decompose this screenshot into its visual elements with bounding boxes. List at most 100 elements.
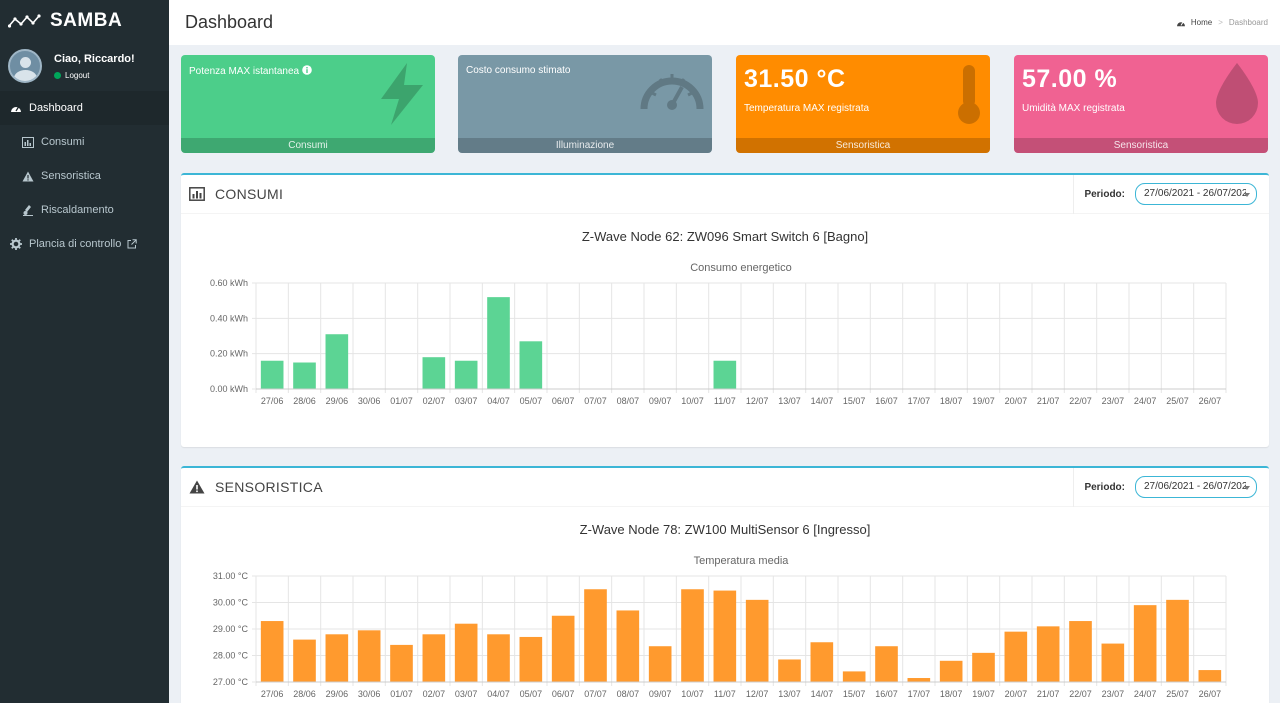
sidebar-item-sensoristica[interactable]: Sensoristica (0, 159, 169, 193)
x-tick-label: 09/07 (649, 689, 672, 699)
period-select[interactable]: 27/06/2021 - 26/07/2021 (1135, 183, 1257, 205)
x-tick-label: 29/06 (326, 396, 349, 406)
chart-bar (260, 621, 284, 682)
chart-bar (551, 615, 575, 682)
bar-chart-icon (22, 136, 34, 148)
x-tick-label: 10/07 (681, 396, 704, 406)
x-tick-label: 20/07 (1005, 689, 1028, 699)
box-footer-link[interactable]: Consumi (181, 138, 435, 153)
chart-bar (778, 659, 801, 682)
thermometer-icon (958, 65, 980, 124)
chart-bar (1069, 621, 1092, 682)
period-select[interactable]: 27/06/2021 - 26/07/2021 (1135, 476, 1257, 498)
x-tick-label: 02/07 (423, 396, 446, 406)
chart-bar (972, 652, 995, 682)
period-label: Periodo: (1084, 481, 1125, 493)
lightning-icon (381, 63, 423, 125)
x-tick-label: 16/07 (875, 689, 898, 699)
x-tick-label: 07/07 (584, 689, 607, 699)
sidebar-menu: Dashboard Consumi Sensoristica Riscaldam… (0, 91, 169, 261)
sidebar-item-label: Riscaldamento (41, 204, 114, 216)
x-tick-label: 10/07 (681, 689, 704, 699)
x-tick-label: 26/07 (1199, 689, 1222, 699)
chart-bar (842, 671, 866, 682)
y-tick-label: 27.00 °C (213, 677, 249, 687)
drop-icon (1216, 63, 1258, 124)
sidebar-item-consumi[interactable]: Consumi (0, 125, 169, 159)
x-tick-label: 19/07 (972, 396, 995, 406)
dashboard-icon (1176, 21, 1185, 26)
chart-bar (325, 334, 349, 389)
external-link-icon (127, 239, 138, 249)
x-tick-label: 01/07 (390, 689, 413, 699)
chart-bar (584, 589, 607, 682)
x-tick-label: 26/07 (1199, 396, 1222, 406)
x-tick-label: 25/07 (1166, 689, 1189, 699)
chart-title: Consumo energetico (690, 262, 792, 274)
x-tick-label: 08/07 (617, 689, 640, 699)
box-value: 31.50 °C (744, 65, 846, 93)
y-tick-label: 31.00 °C (213, 571, 249, 581)
breadcrumb-separator: > (1218, 18, 1223, 27)
box-footer-link[interactable]: Illuminazione (458, 138, 712, 153)
page-title: Dashboard (185, 12, 274, 32)
panel-title: SENSORISTICA (189, 479, 323, 495)
y-tick-label: 30.00 °C (213, 598, 249, 608)
box-umidita: 57.00 % Umidità MAX registrata Sensorist… (1014, 55, 1268, 153)
x-tick-label: 15/07 (843, 396, 866, 406)
period-filter: Periodo: 27/06/2021 - 26/07/2021 (1073, 175, 1257, 214)
sidebar-item-label: Plancia di controllo (29, 238, 122, 250)
x-tick-label: 28/06 (293, 689, 316, 699)
x-tick-label: 02/07 (423, 689, 446, 699)
sidebar-item-plancia[interactable]: Plancia di controllo (0, 227, 169, 261)
period-label: Periodo: (1084, 188, 1125, 200)
x-tick-label: 20/07 (1005, 396, 1028, 406)
x-tick-label: 29/06 (326, 689, 349, 699)
x-tick-label: 27/06 (261, 689, 284, 699)
sidebar: SAMBA Ciao, Riccardo! Logout Dashboard C… (0, 0, 169, 703)
x-tick-label: 16/07 (875, 396, 898, 406)
chevron-down-icon (1244, 486, 1250, 490)
info-icon[interactable] (302, 65, 312, 75)
breadcrumb-home[interactable]: Home (1190, 18, 1213, 27)
speedometer-icon (640, 74, 704, 110)
x-tick-label: 08/07 (617, 396, 640, 406)
chart-bar (648, 646, 672, 682)
box-label: Potenza MAX istantanea (189, 65, 427, 77)
x-tick-label: 07/07 (584, 396, 607, 406)
x-tick-label: 05/07 (520, 689, 543, 699)
box-footer-link[interactable]: Sensoristica (1014, 138, 1268, 153)
x-tick-label: 09/07 (649, 396, 672, 406)
x-tick-label: 03/07 (455, 689, 478, 699)
thermometer-icon (22, 204, 34, 216)
box-footer-link[interactable]: Sensoristica (736, 138, 990, 153)
chart-bar (519, 636, 543, 682)
chart-bar (875, 646, 898, 682)
bar-chart-icon (189, 187, 205, 201)
device-title: Z-Wave Node 78: ZW100 MultiSensor 6 [Ing… (579, 522, 871, 537)
box-value: 57.00 % (1022, 65, 1118, 93)
logo-icon (8, 14, 41, 28)
x-tick-label: 19/07 (972, 689, 995, 699)
x-tick-label: 22/07 (1069, 689, 1092, 699)
logout-link[interactable]: Logout (54, 71, 135, 80)
sidebar-item-label: Dashboard (29, 102, 83, 114)
chart-bar (454, 623, 478, 682)
box-potenza: Potenza MAX istantanea Consumi (181, 55, 435, 153)
warning-icon (22, 170, 34, 182)
sidebar-item-dashboard[interactable]: Dashboard (0, 91, 169, 125)
x-tick-label: 04/07 (487, 689, 510, 699)
x-tick-label: 06/07 (552, 689, 575, 699)
x-tick-label: 18/07 (940, 689, 963, 699)
device-title: Z-Wave Node 62: ZW096 Smart Switch 6 [Ba… (581, 229, 869, 244)
y-tick-label: 29.00 °C (213, 624, 249, 634)
sidebar-item-riscaldamento[interactable]: Riscaldamento (0, 193, 169, 227)
chart-bar (293, 639, 316, 682)
consumi-panel: CONSUMI Periodo: 27/06/2021 - 26/07/2021… (181, 173, 1269, 447)
x-tick-label: 04/07 (487, 396, 510, 406)
x-tick-label: 14/07 (811, 396, 834, 406)
x-tick-label: 05/07 (520, 396, 543, 406)
app-logo[interactable]: SAMBA (0, 0, 169, 42)
x-tick-label: 03/07 (455, 396, 478, 406)
chart-bar (1036, 626, 1060, 682)
